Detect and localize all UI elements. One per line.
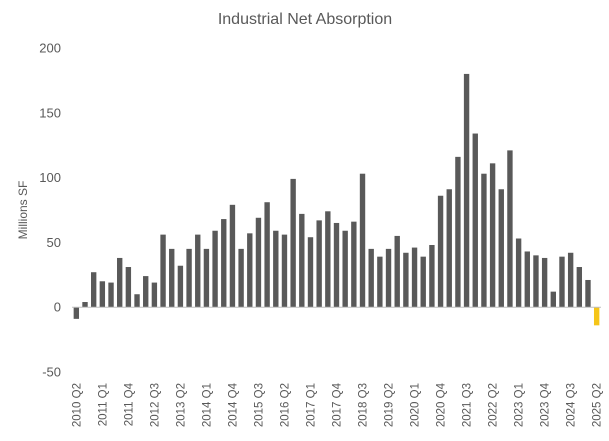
bar-2014-q1 bbox=[203, 248, 210, 308]
bar-2012-q4 bbox=[160, 234, 166, 308]
bars bbox=[73, 73, 600, 326]
bar-2016-q2 bbox=[281, 234, 288, 308]
bar-2016-q4 bbox=[299, 213, 305, 308]
x-tick-label: 2014 Q4 bbox=[227, 382, 239, 427]
bar-2015-q2 bbox=[247, 233, 253, 308]
bar-2016-q3 bbox=[290, 178, 296, 308]
bar-2015-q1 bbox=[238, 248, 244, 308]
x-tick-label: 2023 Q1 bbox=[514, 383, 526, 427]
bar-2021-q4 bbox=[472, 133, 478, 308]
bar-2010-q2 bbox=[73, 307, 80, 319]
x-tick-label: 2021 Q3 bbox=[462, 383, 474, 427]
bar-2018-q3 bbox=[359, 173, 366, 308]
x-tick-label: 2017 Q4 bbox=[332, 382, 344, 427]
bar-2010-q4 bbox=[90, 272, 97, 308]
bar-2020-q2 bbox=[420, 256, 426, 308]
x-tick-label: 2011 Q1 bbox=[97, 383, 109, 426]
y-tick-label: 200 bbox=[39, 41, 61, 56]
x-axis: 2010 Q2 2011 Q1 2011 Q4 2012 Q3 2013 Q2 2014 … bbox=[71, 382, 603, 427]
x-tick-label: 2023 Q4 bbox=[540, 382, 552, 427]
chart-title: Industrial Net Absorption bbox=[218, 11, 392, 28]
bar-2016-q1 bbox=[273, 230, 279, 308]
bar-2019-q1 bbox=[377, 256, 383, 308]
bar-2024-q1 bbox=[550, 291, 556, 308]
bar-2012-q3 bbox=[151, 282, 158, 308]
x-tick-label: 2025 Q2 bbox=[592, 383, 604, 427]
bar-2017-q2 bbox=[316, 220, 322, 308]
y-tick-label: 50 bbox=[47, 235, 61, 250]
bar-2021-q2 bbox=[455, 156, 461, 308]
bar-2024-q3 bbox=[567, 252, 574, 308]
x-tick-label: 2016 Q2 bbox=[279, 383, 291, 427]
bar-2010-q3 bbox=[82, 302, 88, 308]
bar-2017-q4 bbox=[333, 222, 340, 308]
y-axis-label: Millions SF bbox=[16, 181, 30, 240]
bar-2024-q4 bbox=[576, 267, 583, 308]
bar-2013-q4 bbox=[195, 234, 201, 308]
bar-2018-q4 bbox=[368, 248, 374, 308]
bar-2014-q4 bbox=[229, 204, 236, 308]
bar-2022-q1 bbox=[481, 173, 487, 308]
x-tick-label: 2020 Q1 bbox=[410, 383, 422, 427]
x-tick-label: 2024 Q3 bbox=[566, 383, 578, 427]
bar-2021-q1 bbox=[446, 189, 452, 308]
x-tick-label: 2018 Q3 bbox=[358, 383, 370, 427]
bar-2018-q1 bbox=[342, 230, 348, 308]
x-tick-label: 2017 Q1 bbox=[305, 383, 317, 427]
bar-2014-q2 bbox=[212, 230, 218, 308]
bar-2024-q2 bbox=[559, 256, 565, 308]
bar-2011-q2 bbox=[108, 282, 114, 308]
bar-2012-q2 bbox=[143, 276, 149, 308]
bar-2020-q3 bbox=[429, 244, 435, 308]
x-tick-label: 2022 Q2 bbox=[488, 383, 500, 427]
x-tick-label: 2020 Q4 bbox=[436, 382, 448, 427]
bar-2021-q3 bbox=[463, 73, 470, 308]
y-tick-label: 0 bbox=[54, 300, 61, 315]
bar-2022-q4 bbox=[507, 150, 513, 308]
bar-2020-q4 bbox=[437, 195, 444, 308]
bar-2019-q4 bbox=[403, 252, 409, 308]
bar-2013-q3 bbox=[186, 248, 192, 308]
y-tick-label: 100 bbox=[39, 170, 61, 185]
bar-2023-q4 bbox=[541, 257, 548, 308]
bar-2025-q1 bbox=[585, 279, 591, 308]
x-tick-label: 2013 Q2 bbox=[175, 383, 187, 427]
bar-2017-q3 bbox=[325, 211, 331, 308]
bar-2020-q1 bbox=[411, 247, 418, 308]
bar-2023-q3 bbox=[533, 255, 539, 308]
bar-2013-q2 bbox=[177, 265, 184, 308]
y-tick-label: 150 bbox=[39, 105, 61, 120]
bar-2023-q1 bbox=[515, 238, 522, 308]
x-tick-label: 2019 Q2 bbox=[384, 383, 396, 427]
bar-2015-q3 bbox=[255, 217, 262, 308]
x-tick-label: 2012 Q3 bbox=[149, 383, 161, 427]
x-tick-label: 2014 Q1 bbox=[201, 383, 213, 427]
bar-2011-q3 bbox=[117, 257, 123, 308]
bar-2011-q1 bbox=[99, 281, 106, 308]
bar-2015-q4 bbox=[264, 202, 270, 308]
bar-2022-q3 bbox=[498, 189, 504, 308]
bar-2012-q1 bbox=[134, 294, 140, 308]
bar-2023-q2 bbox=[524, 251, 530, 308]
bar-2019-q2 bbox=[385, 248, 392, 308]
bar-2018-q2 bbox=[351, 221, 357, 308]
bar-2019-q3 bbox=[394, 235, 400, 308]
x-tick-label: 2011 Q4 bbox=[123, 382, 135, 426]
x-tick-label: 2015 Q3 bbox=[253, 383, 265, 427]
y-tick-label: -50 bbox=[42, 365, 61, 380]
x-tick-label: 2010 Q2 bbox=[71, 383, 83, 427]
bar-2025-q2 bbox=[593, 307, 600, 326]
bar-2011-q4 bbox=[125, 267, 132, 308]
y-axis: 200 150 100 50 0 -50 bbox=[39, 41, 61, 380]
bar-2014-q3 bbox=[221, 219, 227, 308]
bar-2013-q1 bbox=[169, 248, 175, 308]
bar-2017-q1 bbox=[307, 237, 314, 308]
bar-2022-q2 bbox=[489, 163, 496, 308]
